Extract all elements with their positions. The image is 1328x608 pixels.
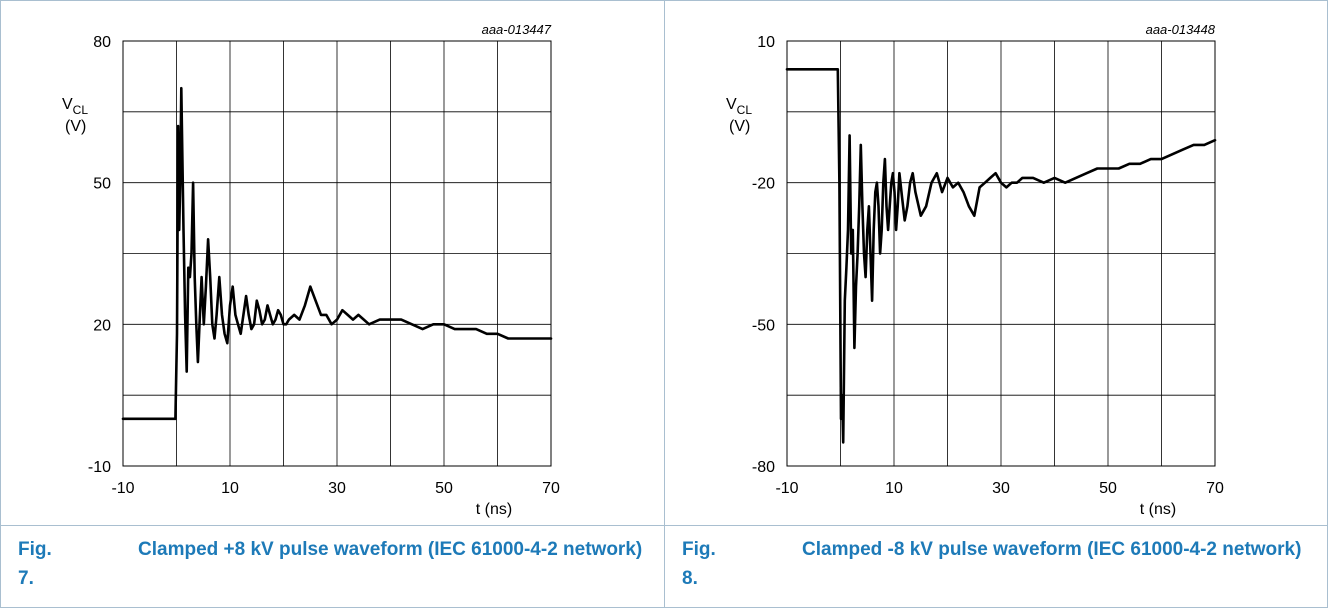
y-axis-label-subscript: CL xyxy=(73,103,89,117)
y-tick-label: -80 xyxy=(752,459,775,476)
caption-number: Fig. 7. xyxy=(18,539,52,589)
y-tick-label: 50 xyxy=(93,176,111,193)
x-tick-label: 70 xyxy=(542,480,560,497)
y-tick-label: -50 xyxy=(752,317,775,334)
x-tick-label: 50 xyxy=(1099,480,1117,497)
y-axis-label: VCL xyxy=(726,96,752,117)
waveform-line xyxy=(121,86,553,421)
x-tick-label: -10 xyxy=(111,480,134,497)
y-tick-label: 20 xyxy=(93,317,111,334)
chart-panel-left: -10 20 50 80 -10 10 30 50 70 VCL (V) t (ns) aaa-0134… xyxy=(0,0,664,525)
figure-id-label: aaa-013448 xyxy=(1146,22,1216,37)
x-tick-label: 30 xyxy=(992,480,1010,497)
x-tick-label: 10 xyxy=(885,480,903,497)
chart-panel-right: -80 -50 -20 10 -10 10 30 50 70 VCL (V) t (ns) aaa-01… xyxy=(664,0,1328,525)
x-axis-label: t (ns) xyxy=(476,501,512,518)
x-tick-label: 10 xyxy=(221,480,239,497)
y-axis-label-subscript: CL xyxy=(737,103,753,117)
x-axis-label: t (ns) xyxy=(1140,501,1176,518)
x-tick-label: -10 xyxy=(775,480,798,497)
caption-text: Clamped +8 kV pulse waveform (IEC 61000-… xyxy=(138,539,643,560)
chart-fig7: -10 20 50 80 -10 10 30 50 70 VCL(V) t (ns) aaa-0134… xyxy=(62,22,560,518)
caption-separator xyxy=(0,525,1328,526)
caption-text: Clamped -8 kV pulse waveform (IEC 61000-… xyxy=(802,539,1302,560)
plot-border xyxy=(122,40,552,467)
waveform-line xyxy=(785,68,1217,444)
y-tick-label: -20 xyxy=(752,176,775,193)
y-tick-label: 10 xyxy=(757,34,775,51)
figure-id-label: aaa-013447 xyxy=(482,22,552,37)
panel-divider xyxy=(664,0,665,608)
x-tick-label: 70 xyxy=(1206,480,1224,497)
chart-fig8: -80 -50 -20 10 -10 10 30 50 70 VCL(V) t (ns) aaa-01… xyxy=(726,22,1224,518)
y-axis-unit: (V) xyxy=(65,118,86,135)
y-axis-label: VCL xyxy=(62,96,88,117)
grid xyxy=(123,41,551,466)
y-tick-label: 80 xyxy=(93,34,111,51)
x-tick-label: 50 xyxy=(435,480,453,497)
x-tick-label: 30 xyxy=(328,480,346,497)
y-axis-unit: (V) xyxy=(729,118,750,135)
plot-border xyxy=(786,40,1216,467)
caption-number: Fig. 8. xyxy=(682,539,716,589)
y-tick-label: -10 xyxy=(88,459,111,476)
